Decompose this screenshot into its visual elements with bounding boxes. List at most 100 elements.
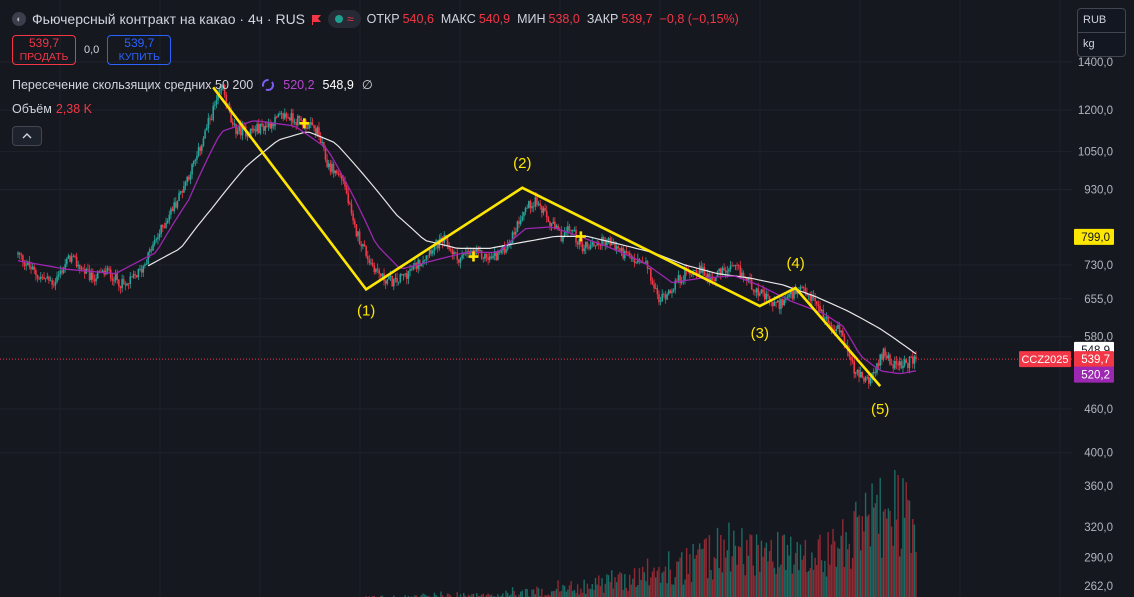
volume-bar — [858, 515, 860, 597]
candle-body — [656, 288, 659, 295]
volume-bar — [882, 511, 885, 597]
candle-body — [121, 279, 123, 289]
candle-body — [472, 249, 475, 254]
candle-body — [591, 242, 594, 245]
candle-body — [111, 278, 114, 281]
volume-bar — [757, 544, 759, 597]
collapse-legend-button[interactable] — [12, 126, 42, 146]
volume-bar — [666, 583, 668, 597]
volume-bar — [541, 588, 543, 597]
candle-body — [667, 290, 670, 295]
volume-legend[interactable]: Объём 2,38 K — [12, 102, 92, 116]
candle-body — [576, 242, 579, 245]
volume-bar — [724, 557, 727, 597]
unit-select[interactable]: kg — [1083, 38, 1095, 50]
candle-body — [46, 276, 49, 278]
candle-body — [28, 261, 31, 267]
volume-bar — [476, 593, 478, 597]
price-tick-label: 1200,0 — [1078, 105, 1113, 117]
volume-bar — [877, 533, 880, 597]
volume-bar — [796, 541, 798, 597]
volume-value: 2,38 K — [55, 102, 92, 116]
candle-body — [157, 237, 159, 240]
volume-bar — [532, 589, 535, 597]
volume-bar — [692, 543, 694, 597]
candle-body — [267, 122, 270, 127]
candle-body — [427, 255, 429, 257]
elliott-wave-line[interactable] — [212, 86, 882, 387]
volume-bar — [638, 568, 641, 597]
candle-body — [145, 264, 148, 265]
volume-bar — [703, 539, 706, 597]
candle-body — [310, 122, 312, 125]
sell-button[interactable]: 539,7 ПРОДАТЬ — [12, 35, 76, 65]
candle-body — [150, 249, 153, 251]
candle-body — [327, 163, 330, 167]
candle-body — [253, 128, 255, 131]
candle-body — [370, 262, 372, 264]
volume-bar — [591, 583, 593, 597]
volume-bar — [505, 590, 507, 597]
candle-body — [625, 251, 628, 253]
volume-bar — [653, 567, 655, 597]
volume-bar — [726, 550, 728, 597]
indicator-legend[interactable]: Пересечение скользящих средних 50 200 52… — [12, 77, 373, 93]
candle-body — [524, 208, 527, 213]
candle-body — [305, 120, 307, 129]
candle-body — [658, 294, 660, 303]
candle-body — [295, 122, 297, 126]
candle-body — [487, 257, 489, 260]
volume-bar — [580, 588, 582, 597]
volume-bar — [674, 577, 676, 597]
candle-body — [578, 239, 581, 245]
candle-body — [352, 213, 354, 221]
candle-body — [153, 239, 156, 245]
candle-body — [519, 220, 522, 224]
candle-body — [300, 118, 302, 121]
unit-selector[interactable]: RUB kg — [1077, 8, 1126, 57]
indicator-name[interactable]: Пересечение скользящих средних 50 200 — [12, 77, 254, 92]
volume-bar — [663, 571, 665, 597]
candle-body — [729, 265, 732, 270]
volume-bar — [702, 548, 704, 597]
flag-icon[interactable] — [311, 14, 322, 25]
volume-bar — [490, 594, 493, 597]
candle-body — [820, 309, 823, 311]
volume-bar — [550, 591, 553, 597]
candle-body — [132, 274, 135, 278]
wave-icon: ≈ — [347, 12, 354, 26]
candle-body — [215, 100, 218, 105]
symbol-tag-box — [1019, 351, 1071, 368]
volume-bar — [534, 594, 537, 597]
candle-body — [817, 304, 820, 306]
candle-body — [386, 279, 389, 284]
candle-body — [406, 273, 408, 279]
candle-body — [562, 236, 564, 242]
ma-fast-value: 520,2 — [283, 77, 315, 92]
volume-bar — [764, 547, 766, 597]
candle-body — [786, 297, 789, 299]
volume-bar — [731, 556, 733, 597]
chart-title[interactable]: Фьючерсный контракт на какао · 4ч · RUS — [32, 11, 306, 27]
currency-select[interactable]: RUB — [1078, 9, 1125, 33]
volume-bar — [407, 595, 410, 597]
volume-bar — [404, 595, 406, 597]
volume-bar — [589, 588, 592, 597]
candle-body — [615, 246, 618, 250]
candle-body — [768, 296, 771, 300]
candle-body — [802, 287, 805, 289]
high-value: 540,9 — [478, 12, 511, 26]
volume-bar — [783, 534, 785, 597]
market-status-pill[interactable]: ≈ — [328, 10, 361, 28]
candle-body — [763, 292, 766, 300]
buy-button[interactable]: 539,7 КУПИТЬ — [107, 35, 172, 65]
volume-bar — [381, 595, 384, 597]
price-axis[interactable]: 1400,0 1200,0 1050,0 930,0 730,0 655,0 580,0 46… — [1078, 57, 1113, 460]
candle-body — [807, 295, 810, 297]
candle-body — [628, 252, 631, 256]
candle-body — [75, 256, 78, 267]
candle-body — [762, 289, 764, 293]
candle-body — [604, 239, 607, 246]
volume-bar — [380, 595, 382, 597]
